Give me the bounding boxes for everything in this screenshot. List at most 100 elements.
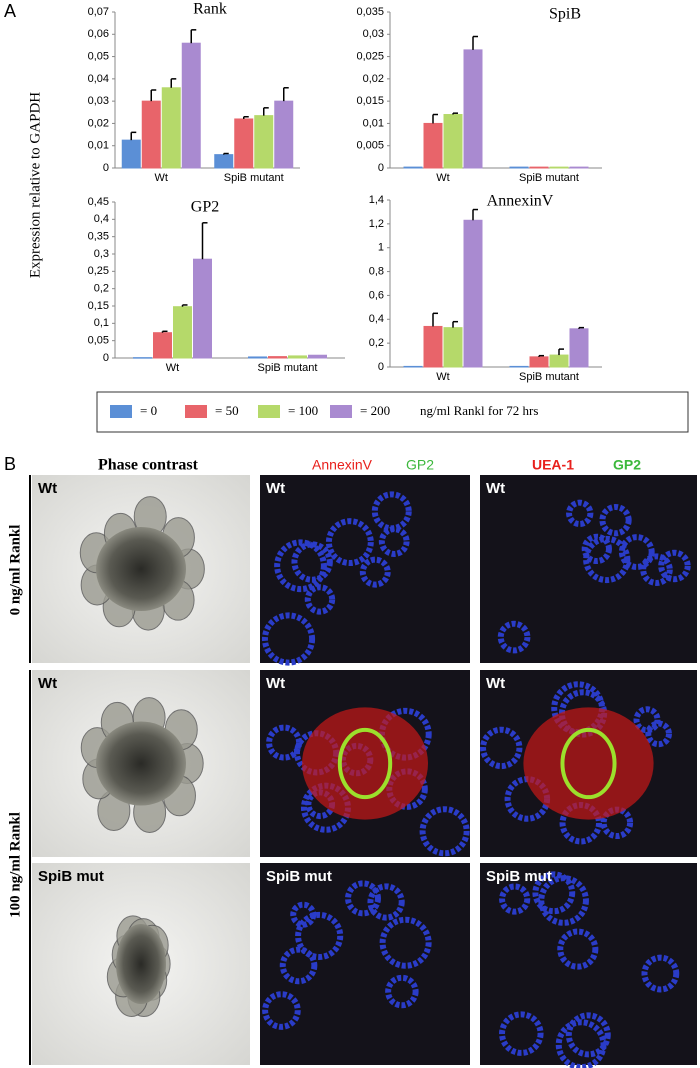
legend-swatch (185, 405, 207, 418)
nuclei-ring (555, 1019, 607, 1068)
y-tick-label: 0,005 (356, 140, 384, 152)
legend-swatch (330, 405, 352, 418)
bar (463, 49, 483, 169)
y-tick-label: 0,45 (88, 196, 109, 208)
bar (529, 356, 549, 368)
error-bar (452, 320, 458, 328)
panel-label: B (4, 454, 16, 474)
bar (141, 100, 161, 169)
bar (173, 306, 192, 359)
error-bar (223, 152, 229, 155)
organoid-core (116, 924, 166, 1004)
bar (254, 115, 274, 169)
y-tick-label: 0,2 (94, 283, 109, 295)
row-label: 0 ng/ml Rankl (7, 525, 23, 616)
error-bar (472, 208, 478, 221)
bar (529, 166, 549, 169)
y-tick-label: 0,04 (88, 73, 109, 85)
gp2-stain (337, 727, 393, 800)
y-tick-label: 0,02 (88, 117, 109, 129)
error-bar (243, 115, 249, 119)
error-bar (538, 354, 544, 357)
nuclei-ring (581, 533, 612, 565)
image-label: Wt (38, 675, 57, 692)
micrograph (32, 670, 250, 857)
micrograph (32, 863, 250, 1065)
legend-note: ng/ml Rankl for 72 hrs (420, 403, 538, 418)
x-tick-label: Wt (155, 172, 168, 184)
bar (161, 87, 181, 169)
y-tick-label: 0,035 (356, 6, 384, 18)
nuclei-ring (583, 535, 631, 584)
bar (403, 166, 423, 169)
micrograph (32, 475, 250, 663)
bar (423, 122, 443, 169)
micrograph (480, 475, 697, 663)
nuclei-ring (359, 556, 391, 588)
legend-swatch (110, 405, 132, 418)
nuclei-ring (641, 954, 680, 993)
nuclei-ring (290, 901, 317, 928)
bar (268, 356, 287, 359)
nuclei-ring (618, 534, 655, 570)
nuclei-ring (261, 612, 316, 666)
chart-title: GP2 (191, 199, 219, 216)
bar (509, 365, 529, 368)
error-bar (161, 330, 168, 333)
bar (181, 42, 201, 169)
x-tick-label: Wt (436, 371, 449, 383)
nuclei-ring (345, 880, 381, 917)
nuclei-ring (295, 911, 344, 961)
image-label: Wt (266, 480, 285, 497)
column-header: GP2 (406, 457, 434, 473)
y-tick-label: 0,07 (88, 6, 109, 18)
image-label: Wt (38, 480, 57, 497)
column-header: AnnexinV (312, 457, 373, 473)
column-header: GP2 (613, 457, 641, 473)
nuclei-ring (658, 549, 691, 583)
y-tick-label: 0,8 (369, 265, 384, 277)
y-tick-label: 0,25 (88, 265, 109, 277)
y-tick-label: 1 (378, 242, 384, 254)
y-axis-label: Expression relative to GAPDH (27, 92, 43, 278)
nuclei-ring (599, 503, 632, 537)
y-tick-label: 0,01 (363, 117, 384, 129)
y-tick-label: 0 (378, 361, 384, 373)
y-tick-label: 0,1 (94, 317, 109, 329)
legend-label: = 0 (140, 403, 157, 418)
error-bar (283, 87, 289, 102)
nuclei-ring (633, 706, 661, 734)
y-tick-label: 0 (103, 162, 109, 174)
nuclei-ring (499, 1011, 544, 1056)
y-tick-label: 0,05 (88, 50, 109, 62)
y-tick-label: 0,01 (88, 140, 109, 152)
y-tick-label: 0,06 (88, 28, 109, 40)
x-tick-label: Wt (166, 362, 179, 374)
organoid-core (96, 527, 186, 611)
nuclei-ring (379, 916, 432, 969)
nuclei-ring (419, 806, 470, 857)
bar (274, 100, 294, 169)
error-bar (432, 312, 438, 327)
error-bar (578, 326, 584, 329)
nuclei-ring (266, 724, 303, 761)
column-header: UEA-1 (532, 457, 574, 473)
x-tick-label: SpiB mutant (519, 371, 579, 383)
image-bg (260, 863, 470, 1065)
micrograph (480, 670, 697, 857)
error-bar (263, 107, 269, 116)
y-tick-label: 0,015 (356, 95, 384, 107)
bar (403, 365, 423, 368)
image-label: Wt (486, 675, 505, 692)
y-tick-label: 0,03 (88, 95, 109, 107)
y-tick-label: 0,4 (369, 313, 384, 325)
bar (443, 327, 463, 368)
legend-label: = 100 (288, 403, 318, 418)
error-bar (452, 112, 458, 115)
gp2-stain (560, 727, 617, 800)
bar (569, 166, 589, 169)
y-tick-label: 0,35 (88, 231, 109, 243)
y-tick-label: 1,4 (369, 194, 384, 206)
micrograph (260, 863, 470, 1065)
nuclei-ring (378, 526, 410, 557)
